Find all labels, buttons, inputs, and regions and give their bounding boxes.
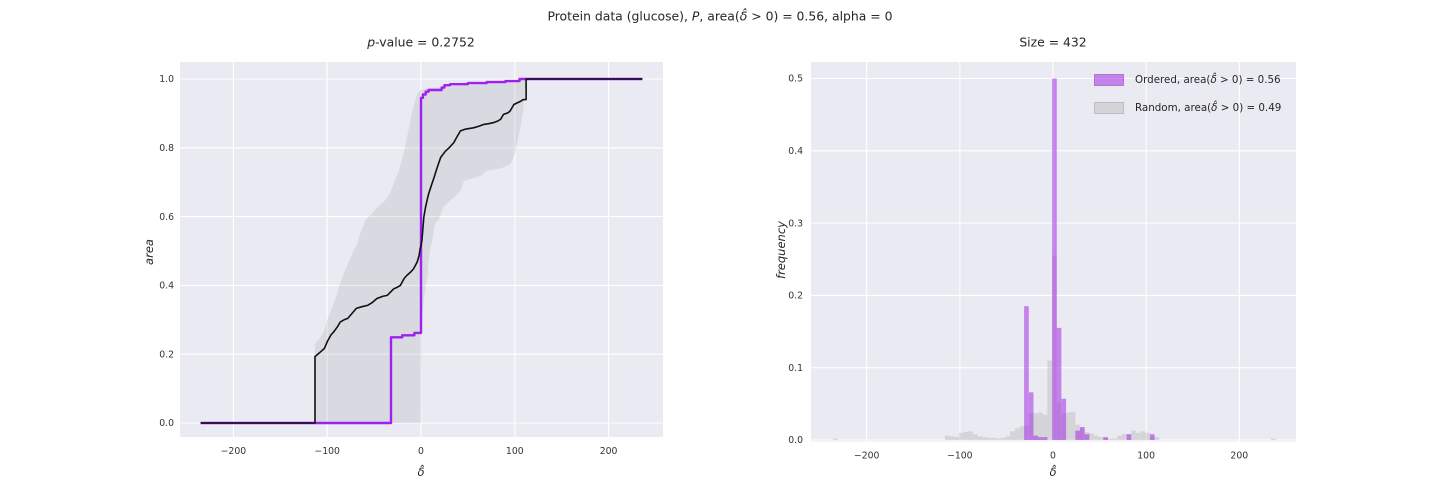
ordered-hist-bar <box>1080 427 1085 440</box>
random-hist-bar <box>1005 436 1011 440</box>
legend-label-random: Random, area(δ̂ > 0) = 0.49 <box>1135 101 1282 114</box>
random-hist-bar <box>1089 433 1094 440</box>
right-plot-y-tick-label: 0.1 <box>788 363 803 374</box>
legend-item-random: Random, area(δ̂ > 0) = 0.49 <box>1094 99 1281 116</box>
random-hist-bar <box>1014 428 1020 440</box>
random-hist-bar <box>1112 438 1118 440</box>
random-hist-bar <box>958 432 964 440</box>
left-plot-x-tick-label: −100 <box>314 446 340 457</box>
random-hist-bar <box>1108 438 1113 440</box>
random-hist-bar <box>1094 435 1099 440</box>
random-hist-bar <box>1000 437 1006 440</box>
ordered-hist-bar <box>1084 434 1090 440</box>
random-hist-bar <box>1070 411 1076 440</box>
legend: Ordered, area(δ̂ > 0) = 0.56 Random, are… <box>1094 71 1281 116</box>
ordered-hist-bar <box>1075 430 1081 440</box>
left-plot-title: p-value = 0.2752 <box>367 34 475 50</box>
random-hist-bar <box>968 431 973 440</box>
random-hist-bar <box>996 438 1001 440</box>
left-plot-y-tick-label: 0.8 <box>159 143 174 154</box>
random-hist-bar <box>963 432 969 440</box>
right-plot-y-tick-label: 0.4 <box>788 146 803 157</box>
random-hist-bar <box>1033 413 1039 440</box>
right-plot-x-tick-label: −100 <box>947 451 973 462</box>
right-plot-y-tick-label: 0.2 <box>788 291 803 302</box>
random-hist-bar <box>1121 434 1127 440</box>
right-plot-y-tick-label: 0.3 <box>788 218 803 229</box>
left-y-axis-label: area <box>142 239 156 265</box>
right-plot-x-tick-label: 0 <box>1050 451 1056 462</box>
random-hist-bar <box>1019 426 1025 440</box>
random-hist-bar <box>1145 432 1150 440</box>
random-hist-bar <box>986 437 992 440</box>
ordered-hist-bar <box>1149 434 1155 440</box>
right-plot-x-tick-label: 200 <box>1230 451 1248 462</box>
random-hist-bar <box>1066 412 1071 440</box>
random-hist-bar <box>1098 437 1104 440</box>
left-plot-x-tick-label: 200 <box>600 446 618 457</box>
legend-swatch-random <box>1094 101 1124 114</box>
left-plot-y-tick-label: 0.4 <box>159 281 174 292</box>
random-hist-bar <box>944 435 950 440</box>
right-plot-y-tick-label: 0.0 <box>788 435 803 446</box>
random-hist-bar <box>1154 437 1160 440</box>
random-hist-bar <box>1047 360 1053 440</box>
random-hist-bar <box>1135 432 1141 440</box>
left-plot-y-tick-label: 0.6 <box>159 212 174 223</box>
ordered-hist-bar <box>1038 437 1043 440</box>
random-hist-bar <box>972 434 978 440</box>
left-x-axis-label: δ̂ <box>417 465 425 479</box>
left-plot-y-tick-label: 0.0 <box>159 418 174 429</box>
right-plot-y-tick-label: 0.5 <box>788 74 803 85</box>
ordered-hist-bar <box>1033 435 1039 440</box>
random-hist-bar <box>977 436 983 440</box>
legend-item-ordered: Ordered, area(δ̂ > 0) = 0.56 <box>1094 71 1281 88</box>
legend-swatch-ordered <box>1094 73 1124 86</box>
ordered-hist-bar <box>1061 398 1067 440</box>
random-hist-bar <box>1042 414 1048 440</box>
left-plot-x-tick-label: 100 <box>506 446 524 457</box>
random-hist-bar <box>991 437 997 440</box>
left-plot-x-tick-label: 0 <box>418 446 424 457</box>
right-plot-x-tick-label: −200 <box>854 451 880 462</box>
random-hist-bar <box>1117 435 1122 440</box>
random-hist-bar <box>1038 412 1043 440</box>
legend-label-ordered: Ordered, area(δ̂ > 0) = 0.56 <box>1135 73 1281 86</box>
random-hist-bar <box>954 437 959 440</box>
ordered-hist-bar <box>1024 306 1029 440</box>
random-hist-bar <box>833 438 838 440</box>
random-hist-bar <box>949 436 955 440</box>
ordered-hist-bar <box>1052 78 1057 440</box>
right-plot-title: Size = 432 <box>1019 34 1087 50</box>
ordered-hist-bar <box>1103 437 1108 440</box>
right-plot-x-tick-label: 100 <box>1137 451 1155 462</box>
ordered-hist-bar <box>1028 392 1034 440</box>
left-plot-y-tick-label: 1.0 <box>159 74 174 85</box>
random-median-ecdf-line <box>200 78 643 424</box>
left-plot-y-tick-label: 0.2 <box>159 349 174 360</box>
ordered-hist-bar <box>1042 437 1048 440</box>
random-hist-bar <box>1010 431 1015 440</box>
left-plot-x-tick-label: −200 <box>221 446 247 457</box>
random-hist-bar <box>982 437 987 440</box>
random-hist-bar <box>1131 430 1136 440</box>
random-hist-bar <box>1271 438 1276 440</box>
random-hist-bar <box>1140 431 1146 440</box>
figure-suptitle: Protein data (glucose), P, area(δ̂ > 0) … <box>547 8 893 24</box>
ordered-hist-bar <box>1056 327 1062 440</box>
ordered-hist-bar <box>1126 434 1132 440</box>
right-y-axis-label: frequency <box>774 221 788 279</box>
ordered-ecdf-line <box>200 77 643 425</box>
right-x-axis-label: δ̂ <box>1049 465 1057 479</box>
